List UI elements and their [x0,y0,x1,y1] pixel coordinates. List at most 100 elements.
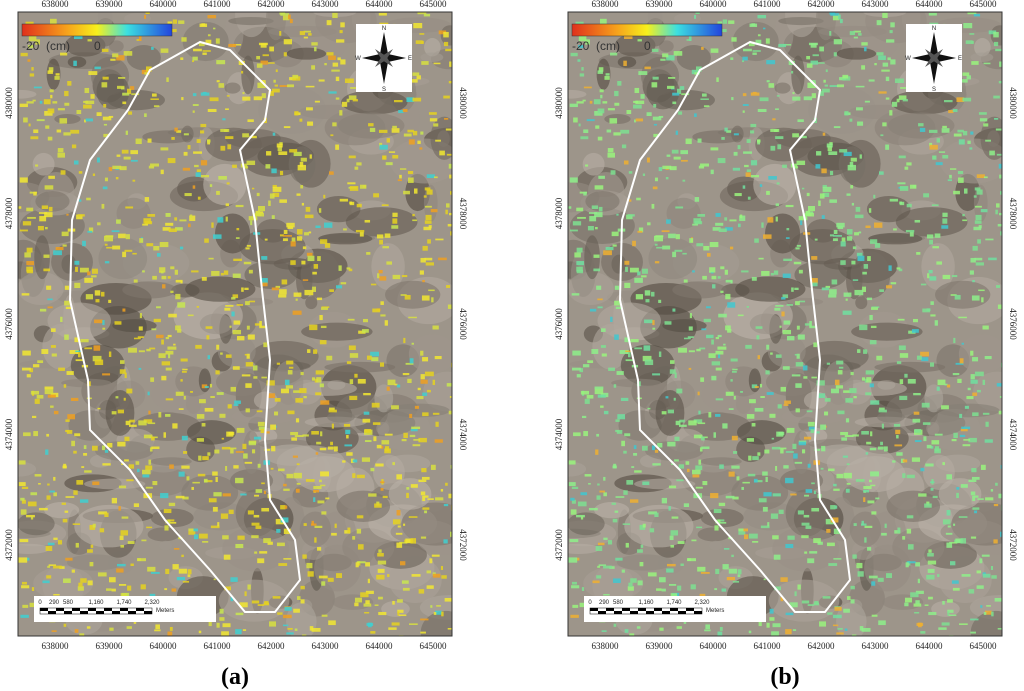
displacement-pixel [59,566,65,569]
displacement-pixel [622,523,631,525]
map-image [568,12,1002,636]
displacement-pixel [779,325,782,328]
displacement-pixel [378,611,387,616]
displacement-pixel [817,541,823,545]
displacement-pixel [200,123,207,128]
displacement-pixel [314,46,317,52]
displacement-pixel [446,203,450,208]
displacement-pixel [402,587,410,591]
terrain [215,368,267,397]
displacement-pixel [922,422,931,425]
displacement-pixel [725,325,731,331]
displacement-pixel [754,407,764,412]
scale-bar-label: 1,160 [638,600,654,606]
displacement-pixel [422,392,428,396]
displacement-pixel [652,116,662,121]
displacement-pixel [807,463,811,468]
displacement-pixel [117,409,125,414]
displacement-pixel [801,600,810,604]
displacement-pixel [38,212,48,214]
displacement-pixel [420,350,424,356]
displacement-pixel [822,596,831,599]
displacement-pixel [118,77,126,79]
displacement-pixel [852,279,859,281]
displacement-pixel [644,290,651,296]
terrain [301,322,373,341]
displacement-pixel [213,492,222,497]
displacement-pixel [981,297,984,303]
displacement-pixel [758,257,764,260]
displacement-pixel [350,87,359,89]
displacement-pixel [958,177,964,183]
displacement-pixel [775,108,779,111]
displacement-pixel [697,213,706,217]
displacement-pixel [66,430,73,434]
displacement-pixel [38,483,41,485]
displacement-pixel [130,86,135,90]
terrain [423,371,452,412]
displacement-pixel [862,286,866,293]
displacement-pixel [324,243,331,248]
displacement-pixel [576,207,584,212]
displacement-pixel [74,629,79,633]
displacement-pixel [715,213,721,217]
displacement-pixel [780,448,784,454]
displacement-pixel [944,383,948,386]
displacement-pixel [169,464,174,469]
displacement-pixel [771,631,779,636]
displacement-pixel [163,432,166,438]
displacement-pixel [938,151,946,153]
displacement-pixel [750,130,755,134]
displacement-pixel [182,368,188,371]
displacement-pixel [720,266,725,270]
displacement-pixel [677,88,682,95]
displacement-pixel [47,136,53,141]
displacement-pixel [420,491,426,496]
displacement-pixel [153,105,160,108]
displacement-pixel [168,502,176,507]
displacement-pixel [233,404,239,406]
displacement-pixel [328,91,337,94]
displacement-pixel [623,60,627,67]
displacement-pixel [626,214,633,220]
displacement-pixel [775,216,778,222]
displacement-pixel [670,530,679,536]
displacement-pixel [843,608,850,613]
displacement-pixel [653,123,658,126]
displacement-pixel [588,507,598,511]
terrain [235,489,278,537]
displacement-pixel [388,151,396,153]
displacement-pixel [112,245,121,250]
displacement-pixel [993,95,1000,99]
displacement-pixel [47,542,55,546]
displacement-pixel [774,586,781,591]
displacement-pixel [267,62,275,64]
displacement-pixel [864,46,867,52]
displacement-pixel [642,481,650,486]
displacement-pixel [45,226,48,230]
displacement-pixel [183,395,186,400]
displacement-pixel [592,580,600,584]
displacement-pixel [785,612,794,616]
displacement-pixel [26,514,35,518]
displacement-pixel [786,427,795,433]
displacement-pixel [666,55,675,61]
displacement-pixel [855,206,861,212]
displacement-pixel [953,133,962,137]
displacement-pixel [269,193,275,199]
displacement-pixel [850,185,854,189]
displacement-pixel [161,375,167,381]
displacement-pixel [870,471,880,477]
displacement-pixel [631,466,635,468]
displacement-pixel [900,458,905,463]
displacement-pixel [165,213,171,217]
displacement-pixel [33,86,42,89]
displacement-pixel [927,552,934,557]
displacement-pixel [874,222,883,228]
displacement-pixel [647,572,657,577]
displacement-pixel [439,150,445,156]
displacement-pixel [850,599,855,604]
displacement-pixel [245,408,250,413]
displacement-pixel [996,203,1000,208]
displacement-pixel [346,361,352,364]
